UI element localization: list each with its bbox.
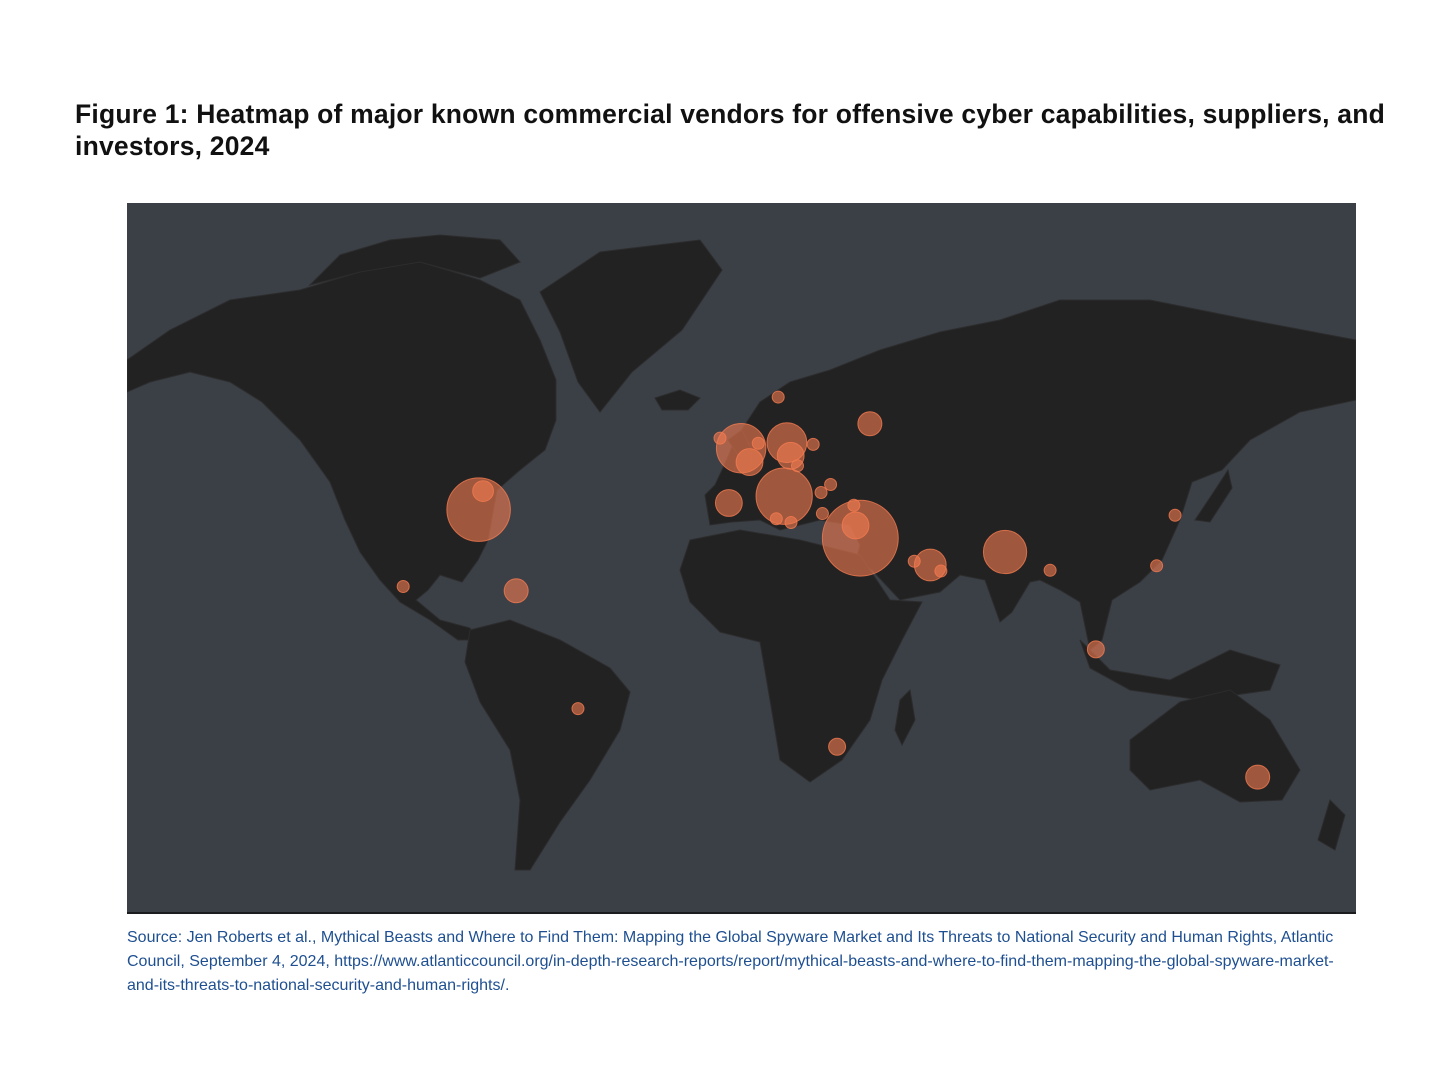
new-zealand xyxy=(1317,799,1346,851)
vendor-bubble xyxy=(713,431,727,445)
vendor-bubble xyxy=(824,477,838,491)
vendor-bubble xyxy=(472,480,494,502)
north-america xyxy=(127,261,557,641)
vendor-bubble xyxy=(847,498,861,512)
vendor-bubble xyxy=(790,459,804,473)
madagascar xyxy=(894,688,916,747)
vendor-bubbles xyxy=(396,390,1271,790)
vendor-bubble xyxy=(784,516,798,530)
vendor-bubble xyxy=(934,564,948,578)
vendor-bubble xyxy=(814,485,828,499)
figure-title: Figure 1: Heatmap of major known commerc… xyxy=(75,99,1386,161)
vendor-bubble xyxy=(396,579,410,593)
vendor-bubble xyxy=(982,529,1028,575)
source-note: Source: Jen Roberts et al., Mythical Bea… xyxy=(127,929,1334,994)
vendor-bubble xyxy=(503,578,529,604)
vendor-bubble xyxy=(735,448,764,477)
iceland xyxy=(654,389,701,411)
vendor-bubble xyxy=(907,554,921,568)
vendor-bubble xyxy=(1086,640,1105,659)
vendor-bubble xyxy=(714,489,743,517)
vendor-bubble xyxy=(1043,563,1057,577)
vendor-bubble xyxy=(1245,764,1271,790)
indonesia xyxy=(1079,639,1281,701)
vendor-bubble xyxy=(446,477,511,542)
vendor-bubble xyxy=(755,467,813,525)
greenland xyxy=(539,239,723,413)
world-map xyxy=(127,203,1356,914)
vendor-bubble xyxy=(1150,559,1164,573)
vendor-bubble xyxy=(769,512,783,526)
vendor-bubble xyxy=(751,436,765,450)
south-america xyxy=(464,619,631,871)
vendor-bubble xyxy=(571,702,585,716)
arctic-islands xyxy=(308,234,521,286)
vendor-bubble xyxy=(857,411,883,437)
vendor-bubble xyxy=(771,390,785,404)
vendor-bubble xyxy=(841,511,870,540)
vendor-bubble xyxy=(806,437,820,451)
vendor-bubble xyxy=(828,737,847,756)
vendor-bubble xyxy=(1168,508,1182,522)
japan xyxy=(1194,468,1233,523)
vendor-bubble xyxy=(815,507,829,521)
